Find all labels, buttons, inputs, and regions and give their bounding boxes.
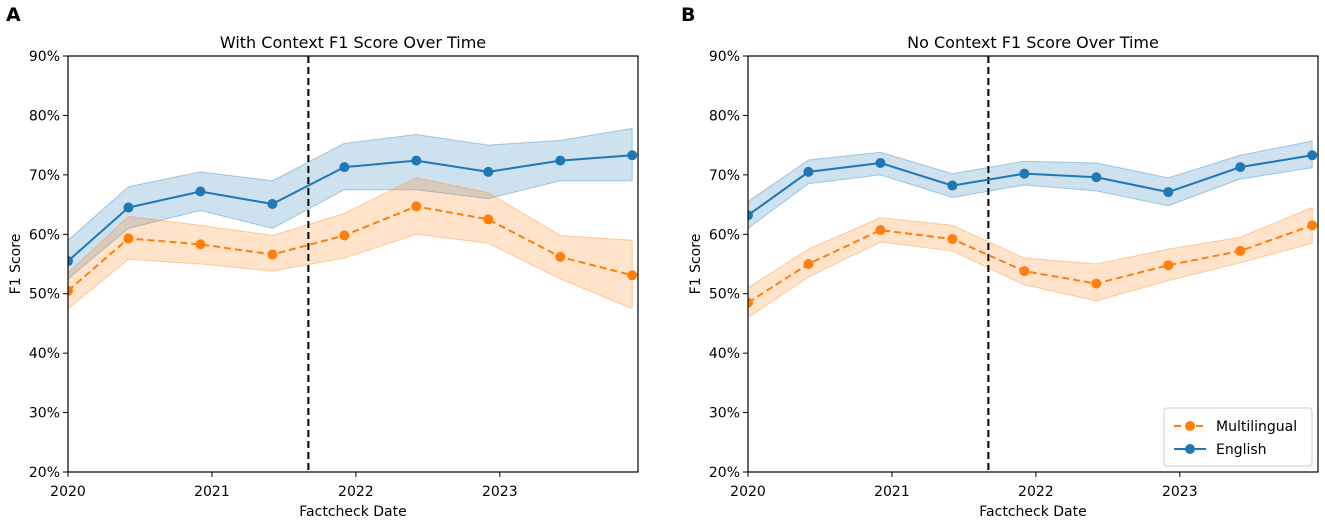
y-tick-label: 80% bbox=[29, 108, 60, 124]
data-point-multilingual bbox=[875, 225, 886, 236]
y-tick-label: 50% bbox=[709, 287, 740, 303]
y-axis-label: F1 Score bbox=[688, 234, 704, 295]
data-point-english bbox=[483, 166, 494, 177]
x-axis-label: Factcheck Date bbox=[979, 504, 1086, 520]
data-point-multilingual bbox=[411, 201, 422, 212]
plot-area bbox=[748, 56, 1318, 472]
data-point-english bbox=[1019, 168, 1030, 179]
data-point-multilingual bbox=[1163, 260, 1174, 271]
data-point-multilingual bbox=[1091, 278, 1102, 289]
data-point-english bbox=[1091, 172, 1102, 183]
y-tick-label: 90% bbox=[29, 49, 60, 65]
y-tick-label: 20% bbox=[29, 465, 60, 481]
data-point-multilingual bbox=[803, 259, 814, 269]
plot-area bbox=[68, 56, 638, 472]
data-point-english bbox=[123, 202, 134, 213]
chart-title: No Context F1 Score Over Time bbox=[907, 33, 1159, 52]
y-tick-label: 60% bbox=[29, 227, 60, 243]
y-tick-label: 20% bbox=[709, 465, 740, 481]
data-point-multilingual bbox=[1235, 245, 1246, 256]
data-point-english bbox=[1235, 162, 1246, 173]
y-tick-label: 80% bbox=[709, 108, 740, 124]
data-point-english bbox=[339, 162, 350, 173]
y-tick-label: 70% bbox=[29, 168, 60, 184]
legend-label-multilingual: Multilingual bbox=[1216, 419, 1297, 435]
axes-frame bbox=[67, 55, 639, 473]
legend-box bbox=[1163, 407, 1313, 467]
legend: Multilingual English bbox=[1163, 407, 1313, 467]
legend-marker-english bbox=[1185, 444, 1195, 454]
x-tick-label: 2021 bbox=[194, 484, 230, 500]
y-tick-label: 40% bbox=[29, 346, 60, 362]
data-point-multilingual bbox=[947, 234, 958, 245]
data-point-english bbox=[1307, 150, 1318, 161]
data-point-multilingual bbox=[1307, 220, 1318, 231]
data-point-english bbox=[947, 180, 958, 191]
x-axis-label: Factcheck Date bbox=[299, 504, 406, 520]
y-tick-label: 70% bbox=[709, 168, 740, 184]
axes-frame bbox=[747, 55, 1319, 473]
x-tick-label: 2022 bbox=[338, 484, 374, 500]
data-point-english bbox=[803, 166, 814, 177]
data-point-english bbox=[1163, 187, 1174, 198]
data-point-english bbox=[411, 155, 422, 166]
y-tick-label: 50% bbox=[29, 287, 60, 303]
legend-label-english: English bbox=[1216, 442, 1267, 458]
data-point-multilingual bbox=[1019, 266, 1030, 277]
ci-band-english bbox=[748, 140, 1313, 229]
chart-title: With Context F1 Score Over Time bbox=[220, 33, 486, 52]
data-point-multilingual bbox=[123, 233, 134, 244]
data-point-multilingual bbox=[68, 285, 73, 296]
y-tick-label: 90% bbox=[709, 49, 740, 65]
panel-label-b: B bbox=[681, 4, 695, 26]
data-point-english bbox=[195, 186, 206, 197]
x-tick-label: 2021 bbox=[874, 484, 910, 500]
panel-label-a: A bbox=[6, 4, 21, 26]
ci-band-multilingual bbox=[748, 206, 1313, 319]
x-tick-label: 2023 bbox=[482, 484, 518, 500]
y-axis-label: F1 Score bbox=[8, 234, 24, 295]
chart-panel-a: 20% 30% 40% 50% 60% 70% 80% 90% 2020 2021 2022 2023… bbox=[8, 33, 639, 520]
data-point-multilingual bbox=[339, 230, 350, 241]
legend-marker-multilingual bbox=[1185, 421, 1195, 431]
data-point-english bbox=[267, 198, 278, 209]
x-tick-label: 2023 bbox=[1162, 484, 1198, 500]
data-point-multilingual bbox=[555, 251, 566, 262]
data-point-multilingual bbox=[195, 239, 206, 250]
chart-panel-b: 20% 30% 40% 50% 60% 70% 80% 90% 2020 2021 2022 2023… bbox=[688, 33, 1319, 520]
y-tick-label: 40% bbox=[709, 346, 740, 362]
y-tick-label: 60% bbox=[709, 227, 740, 243]
data-point-multilingual bbox=[267, 249, 278, 260]
data-point-multilingual bbox=[483, 214, 494, 225]
data-point-english bbox=[875, 157, 886, 168]
ci-band-multilingual bbox=[68, 177, 633, 310]
y-tick-label: 30% bbox=[29, 406, 60, 422]
x-tick-label: 2022 bbox=[1018, 484, 1054, 500]
y-tick-label: 30% bbox=[709, 406, 740, 422]
data-point-multilingual bbox=[627, 270, 638, 281]
ci-band-english bbox=[68, 127, 633, 280]
data-point-english bbox=[627, 150, 638, 161]
x-tick-label: 2020 bbox=[50, 484, 86, 500]
data-point-english bbox=[555, 155, 566, 166]
x-tick-label: 2020 bbox=[730, 484, 766, 500]
data-point-english bbox=[68, 256, 73, 267]
data-point-multilingual bbox=[748, 297, 753, 308]
data-point-english bbox=[748, 210, 753, 221]
